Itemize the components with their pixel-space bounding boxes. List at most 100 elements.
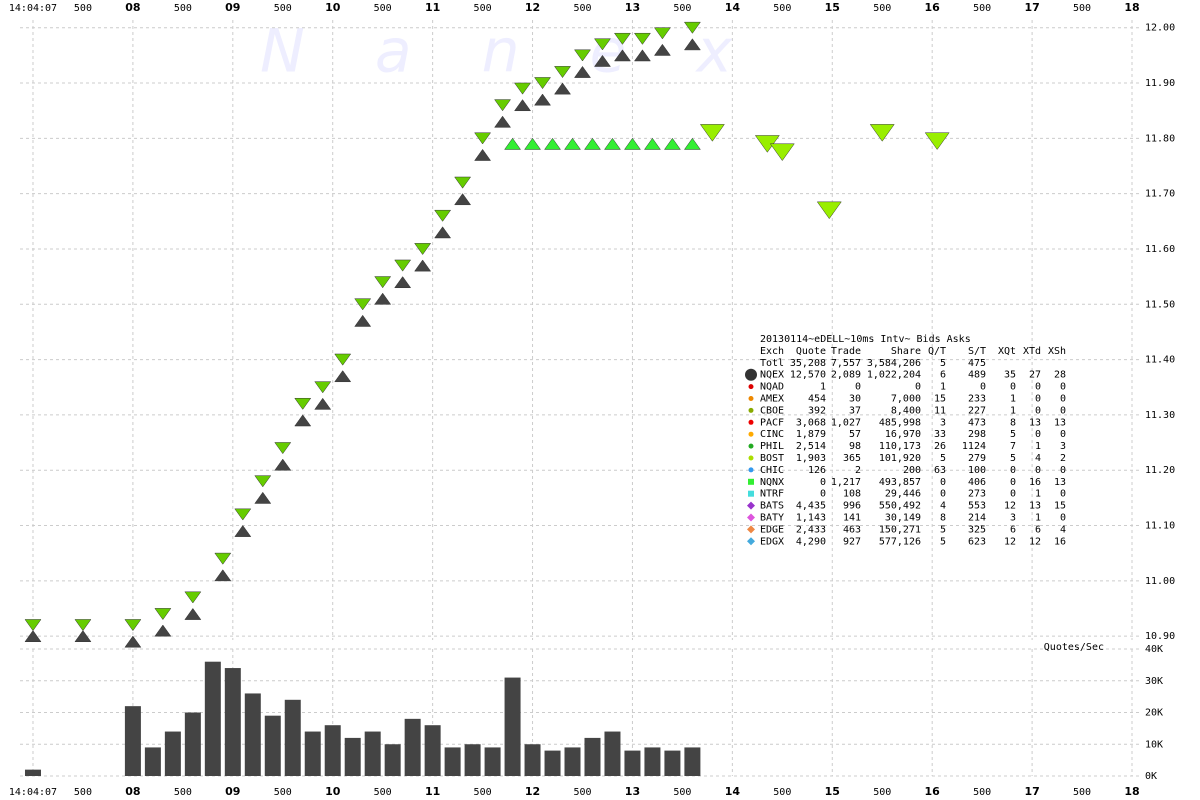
- x-tick-label: 08: [125, 1, 140, 14]
- legend-cell: 623: [968, 536, 986, 547]
- quote-marker: [524, 137, 542, 150]
- x-tick-label: 13: [625, 1, 640, 14]
- quote-marker: [603, 137, 621, 150]
- legend-cell: 7: [1010, 441, 1016, 452]
- legend-cell: 13: [1054, 477, 1066, 488]
- legend-cell: 101,920: [879, 453, 921, 464]
- x-tick-label: 17: [1024, 1, 1039, 14]
- quote-marker: [434, 209, 452, 222]
- legend-cell: 1: [820, 382, 826, 393]
- legend-cell: 0: [1060, 489, 1066, 500]
- x-tick-label: 500: [374, 787, 392, 798]
- y-tick-label: 0K: [1145, 771, 1157, 782]
- legend-cell: 0: [1010, 489, 1016, 500]
- quote-marker: [869, 124, 895, 142]
- legend-cell: 35,208: [790, 358, 826, 369]
- legend-cell: 1,903: [796, 453, 826, 464]
- legend-cell: 8: [1010, 417, 1016, 428]
- legend-cell: EDGE: [760, 524, 784, 535]
- legend-cell: 3: [1060, 441, 1066, 452]
- x-tick-label: 10: [325, 785, 341, 798]
- legend-cell: 227: [968, 405, 986, 416]
- volume-bar: [184, 712, 201, 776]
- legend-cell: 392: [808, 405, 826, 416]
- quote-marker: [374, 276, 392, 289]
- legend-cell: 30,149: [885, 513, 921, 524]
- quote-marker: [254, 475, 272, 488]
- legend-cell: 2,433: [796, 524, 826, 535]
- x-tick-label: 08: [125, 785, 140, 798]
- quote-marker: [494, 99, 512, 112]
- legend-cell: 35: [1004, 370, 1016, 381]
- quote-marker: [574, 65, 591, 78]
- x-tick-label: 14:04:07: [9, 787, 57, 798]
- x-tick-label: 15: [825, 785, 840, 798]
- quote-marker: [234, 508, 252, 521]
- legend-cell: 1: [1035, 441, 1041, 452]
- legend-cell: 1,143: [796, 513, 826, 524]
- quote-marker: [593, 38, 611, 51]
- volume-bar: [244, 693, 261, 776]
- legend-cell: 1: [1010, 405, 1016, 416]
- legend-cell: 553: [968, 501, 986, 512]
- legend-cell: 63: [934, 465, 946, 476]
- quote-marker: [154, 624, 172, 637]
- quote-marker: [663, 137, 681, 150]
- volume-bar: [544, 750, 561, 776]
- quote-marker: [434, 226, 452, 239]
- volume-bar: [504, 677, 521, 776]
- x-tick-label: 09: [225, 1, 240, 14]
- legend-cell: 110,173: [879, 441, 921, 452]
- quote-marker: [554, 66, 572, 79]
- legend-cell: 141: [843, 513, 861, 524]
- legend-marker: [747, 513, 755, 522]
- quote-marker: [534, 77, 552, 90]
- legend-cell: 0: [1035, 465, 1041, 476]
- legend-cell: 29,446: [885, 489, 921, 500]
- x-tick-label: 500: [573, 3, 591, 14]
- legend-cell: 0: [820, 477, 826, 488]
- legend-column: Share: [891, 346, 921, 357]
- x-tick-label: 12: [525, 785, 540, 798]
- quote-marker: [454, 176, 472, 189]
- legend-cell: PHIL: [760, 441, 784, 452]
- legend-cell: 13: [1029, 417, 1041, 428]
- legend-cell: 12: [1004, 501, 1016, 512]
- legend-column: XQt: [998, 346, 1016, 357]
- quote-marker: [554, 82, 572, 95]
- quote-marker: [354, 314, 372, 327]
- x-tick-label: 500: [74, 3, 92, 14]
- x-tick-label: 500: [773, 787, 791, 798]
- legend-cell: 0: [1060, 394, 1066, 405]
- legend-cell: BOST: [760, 453, 784, 464]
- volume-bar: [464, 744, 481, 776]
- quote-marker: [184, 607, 202, 620]
- legend-cell: 489: [968, 370, 986, 381]
- y-tick-label: 10K: [1145, 739, 1163, 750]
- quote-marker: [584, 137, 601, 150]
- y-tick-label: 11.00: [1145, 576, 1175, 587]
- volume-bar: [564, 747, 581, 776]
- legend-cell: 4,290: [796, 536, 826, 547]
- y-tick-label: 11.20: [1145, 465, 1175, 476]
- x-tick-label: 500: [274, 3, 292, 14]
- legend-cell: 12,570: [790, 370, 826, 381]
- legend-marker: [748, 419, 754, 425]
- quote-marker: [699, 124, 725, 142]
- legend-cell: 12: [1029, 536, 1041, 547]
- legend-cell: 996: [843, 501, 861, 512]
- x-tick-label: 11: [425, 785, 440, 798]
- legend-cell: 4: [940, 501, 946, 512]
- legend-cell: BATS: [760, 501, 784, 512]
- legend-cell: 475: [968, 358, 986, 369]
- legend-cell: 150,271: [879, 524, 921, 535]
- legend-cell: 577,126: [879, 536, 921, 547]
- legend-marker: [748, 384, 754, 390]
- quote-marker: [354, 298, 372, 311]
- x-tick-label: 500: [873, 787, 891, 798]
- legend-cell: 0: [915, 382, 921, 393]
- legend-cell: 365: [843, 453, 861, 464]
- quote-marker: [683, 21, 701, 34]
- legend-marker: [745, 368, 757, 381]
- legend-cell: 28: [1054, 370, 1066, 381]
